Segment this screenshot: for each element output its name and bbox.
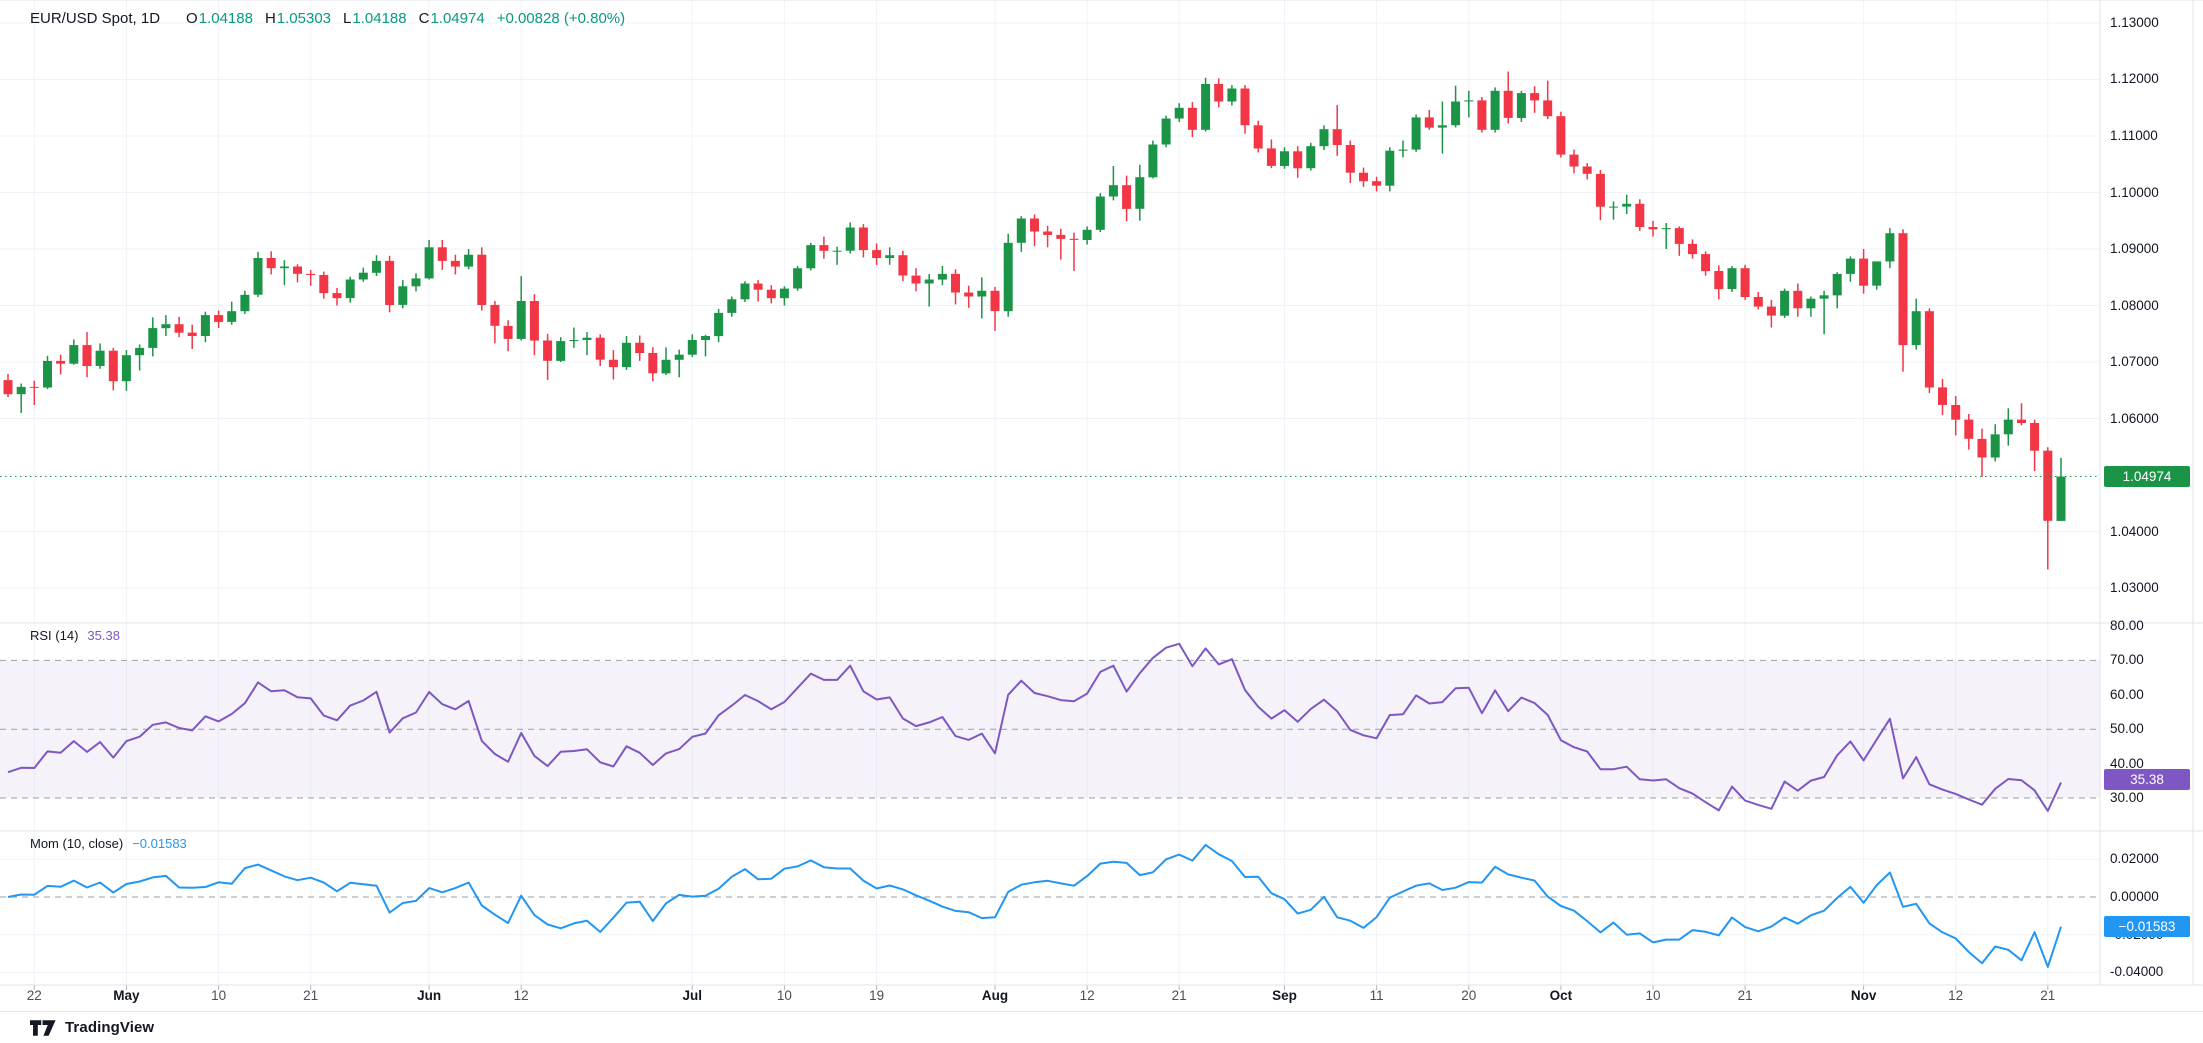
time-axis-label: Jul [682, 988, 703, 1003]
rsi-indicator-title[interactable]: RSI (14) 35.38 [30, 628, 120, 643]
time-axis-label: 21 [303, 988, 319, 1003]
high-value: 1.05303 [276, 10, 332, 27]
price-axis-label: 1.10000 [2110, 184, 2159, 200]
time-axis-label: 21 [1737, 988, 1753, 1003]
time-axis-label: 10 [1645, 988, 1661, 1003]
time-axis-label: 21 [2040, 988, 2056, 1003]
low-label: L [343, 10, 352, 27]
chart-footer: TradingView [0, 1011, 2203, 1043]
symbol-title[interactable]: EUR/USD Spot, 1D [30, 10, 161, 27]
change-value: +0.00828 (+0.80%) [496, 10, 626, 27]
time-axis-label: 19 [869, 988, 885, 1003]
high-label: H [264, 10, 276, 27]
rsi-axis-label: 50.00 [2110, 721, 2144, 737]
time-axis-label: 21 [1171, 988, 1187, 1003]
time-axis-label: 10 [211, 988, 227, 1003]
rsi-value-badge: 35.38 [2104, 768, 2190, 790]
time-axis-label: 10 [776, 988, 792, 1003]
rsi-axis-label: 70.00 [2110, 652, 2144, 668]
low-value: 1.04188 [352, 10, 407, 27]
open-value: 1.04188 [198, 10, 253, 27]
time-axis-label: 11 [1369, 988, 1384, 1003]
rsi-axis-label: 40.00 [2110, 755, 2144, 771]
close-label: C [418, 10, 430, 27]
price-axis-label: 1.11000 [2110, 128, 2158, 143]
open-label: O [186, 10, 198, 27]
mom-gridlines [0, 858, 2100, 973]
price-gridlines [0, 22, 2100, 589]
time-axis-label: May [113, 988, 140, 1003]
price-axis-label: 1.08000 [2110, 297, 2159, 313]
candlestick-series [3, 71, 2066, 570]
time-axis-label: 12 [1948, 988, 1964, 1003]
close-value: 1.04974 [430, 10, 485, 27]
time-axis-label: 22 [26, 988, 42, 1003]
mom-title-label: Mom (10, close) [30, 836, 124, 851]
price-axis-label: 1.07000 [2110, 354, 2159, 369]
mom-axis-label: 0.00000 [2110, 888, 2159, 904]
time-axis-label: 12 [513, 988, 529, 1003]
price-axis-label: 1.04000 [2110, 523, 2159, 539]
time-axis-label: 20 [1461, 988, 1477, 1003]
time-axis-label: Aug [981, 988, 1009, 1003]
mom-axis-label: -0.04000 [2110, 964, 2164, 980]
mom-line [7, 843, 2062, 968]
price-axis-label: 1.09000 [2110, 241, 2159, 256]
rsi-axis-label: 60.00 [2110, 686, 2144, 702]
last-price-badge: 1.04974 [2104, 465, 2190, 487]
tradingview-logo-icon [30, 1019, 56, 1036]
rsi-title-label: RSI (14) [30, 628, 79, 643]
vertical-gridlines [33, 0, 2049, 990]
time-axis-label: Sep [1272, 988, 1297, 1003]
chart-legend[interactable]: EUR/USD Spot, 1D O1.04188 H1.05303 L1.04188… [30, 10, 625, 27]
time-axis-label: Oct [1549, 988, 1573, 1003]
rsi-axis-label: 80.00 [2110, 617, 2144, 633]
price-axis-label: 1.03000 [2110, 580, 2159, 596]
rsi-line [7, 642, 2062, 812]
tradingview-logo-text: TradingView [65, 1019, 155, 1036]
price-axis-label: 1.06000 [2110, 410, 2159, 426]
mom-value-badge: −0.01583 [2104, 916, 2190, 938]
price-axis-label: 1.12000 [2110, 71, 2159, 87]
time-axis-label: Jun [417, 988, 442, 1003]
tradingview-logo-link[interactable]: TradingView [30, 1019, 154, 1036]
time-axis-label: Nov [1850, 988, 1877, 1003]
rsi-current-value: 35.38 [87, 628, 120, 643]
price-axis-label: 1.13000 [2110, 14, 2159, 30]
time-axis-label: 12 [1079, 988, 1095, 1003]
rsi-axis-label: 30.00 [2110, 789, 2144, 805]
mom-current-value: −0.01583 [132, 836, 187, 851]
mom-indicator-title[interactable]: Mom (10, close) −0.01583 [30, 836, 187, 851]
mom-axis-label: 0.02000 [2110, 851, 2159, 867]
